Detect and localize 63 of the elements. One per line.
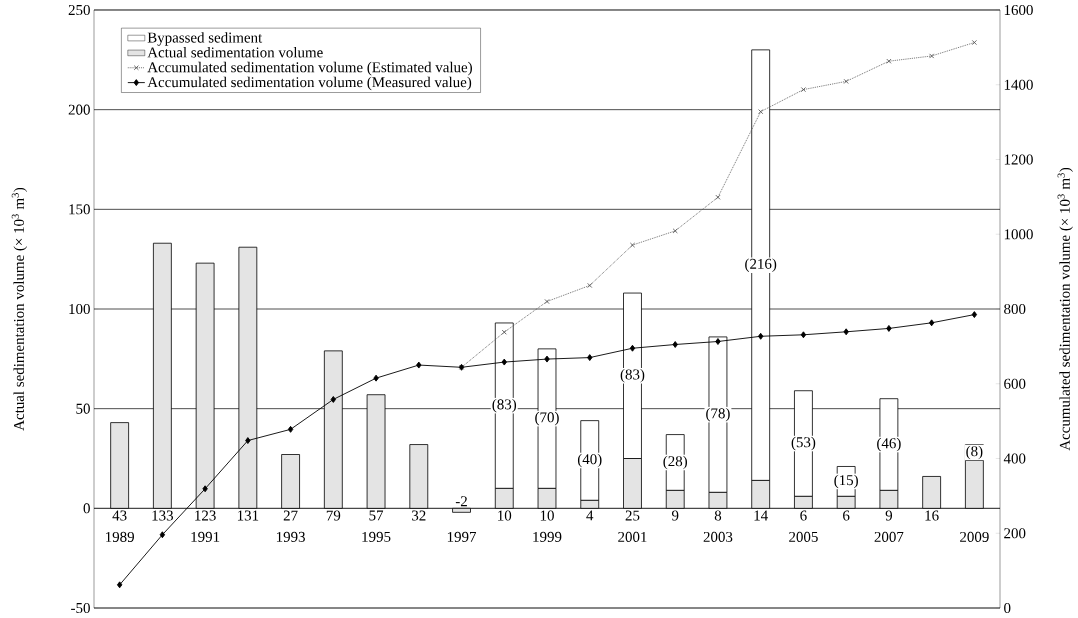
data-label: 25 xyxy=(625,510,640,521)
x-tick-label: 2003 xyxy=(703,531,733,542)
x-tick-label: 2009 xyxy=(960,531,989,542)
y2-tick-label: 400 xyxy=(1003,453,1026,464)
x-tick-label: 2005 xyxy=(789,531,818,542)
data-label: (8) xyxy=(966,445,983,460)
data-label: 9 xyxy=(671,510,679,521)
y-axis-title: Actual sedimentation volume (× 10$^{3}$ m$^{3}$) xyxy=(11,187,28,431)
x-tick-label: 2001 xyxy=(618,531,647,542)
data-label: 16 xyxy=(925,510,939,521)
data-label: 133 xyxy=(152,510,173,521)
data-label: (78) xyxy=(706,407,730,422)
y-tick-label: 50 xyxy=(76,403,90,414)
data-label: (70) xyxy=(535,411,559,426)
data-label: 131 xyxy=(237,510,259,521)
data-label: 123 xyxy=(195,510,216,521)
data-label: -2 xyxy=(455,496,467,507)
data-label: 14 xyxy=(754,510,768,521)
y-tick-label: 0 xyxy=(83,503,90,514)
y2-axis-title: Accumulated sedimentation volume (× 10$^{3}$ m$^{3}$) xyxy=(1057,167,1073,451)
data-label: (53) xyxy=(791,436,816,451)
y2-tick-label: 200 xyxy=(1004,528,1026,539)
x-tick-label: 1997 xyxy=(447,531,477,542)
x-tick-label: 1991 xyxy=(191,531,220,542)
x-tick-label: 1995 xyxy=(362,531,391,542)
data-label: 8 xyxy=(714,510,722,521)
data-label: 10 xyxy=(498,510,512,521)
data-label: (40) xyxy=(577,453,602,468)
data-label: 57 xyxy=(369,510,384,521)
data-label: 43 xyxy=(112,510,127,521)
data-label: (28) xyxy=(663,455,687,470)
x-tick-label: 1999 xyxy=(533,531,562,542)
data-label: (83) xyxy=(620,369,645,383)
legend-label: Accumulated sedimentation volume (Estimated value) xyxy=(147,61,472,76)
data-label: 4 xyxy=(586,510,594,521)
data-label: (216) xyxy=(745,258,777,272)
y-tick-label: 100 xyxy=(69,303,90,315)
y2-tick-label: 800 xyxy=(1004,303,1026,315)
data-label: 9 xyxy=(885,510,893,521)
y2-tick-label: 0 xyxy=(1004,602,1011,614)
x-tick-label: 2007 xyxy=(874,531,904,542)
y2-tick-label: 1600 xyxy=(1004,4,1033,16)
y-tick-label: 200 xyxy=(68,104,90,115)
y2-tick-label: 600 xyxy=(1004,378,1026,389)
y2-tick-label: 1400 xyxy=(1004,79,1033,90)
y-tick-label: -50 xyxy=(71,602,90,614)
data-label: 32 xyxy=(412,510,426,521)
data-label: 6 xyxy=(800,510,807,521)
y-tick-label: 150 xyxy=(69,204,90,215)
x-tick-label: 1989 xyxy=(106,531,134,542)
data-label: (83) xyxy=(492,398,517,413)
legend-label: Accumulated sedimentation volume (Measured value) xyxy=(147,76,472,91)
x-tick-label: 1993 xyxy=(276,531,305,542)
data-label: 6 xyxy=(843,510,850,521)
data-label: 79 xyxy=(326,510,341,521)
y-tick-label: 250 xyxy=(68,4,90,16)
legend-label: Actual sedimentation volume xyxy=(147,46,323,58)
legend-label: Bypassed sediment xyxy=(147,32,263,46)
data-label: 10 xyxy=(540,510,554,521)
data-label: 27 xyxy=(283,510,298,521)
data-label: (46) xyxy=(877,437,901,452)
y2-tick-label: 1000 xyxy=(1004,229,1033,240)
y2-tick-label: 1200 xyxy=(1004,154,1033,165)
